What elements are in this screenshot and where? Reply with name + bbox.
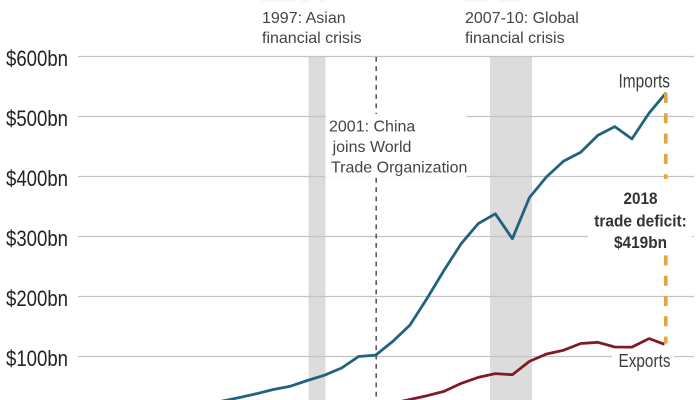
svg-text:2007-10: Global: 2007-10: Global (465, 10, 579, 27)
svg-text:$400bn: $400bn (6, 166, 68, 191)
svg-text:$600bn: $600bn (6, 46, 68, 71)
svg-text:Exports: Exports (619, 351, 671, 371)
svg-text:$419bn: $419bn (614, 233, 667, 252)
svg-text:$300bn: $300bn (6, 226, 68, 251)
svg-text:$100bn: $100bn (6, 346, 68, 371)
svg-text:$200bn: $200bn (6, 286, 68, 311)
svg-text:trade deficit:: trade deficit: (594, 211, 687, 230)
svg-text:2018: 2018 (624, 189, 658, 208)
svg-text:$500bn: $500bn (6, 106, 68, 131)
svg-text:1997: Asian: 1997: Asian (262, 10, 346, 27)
svg-text:financial crisis: financial crisis (262, 30, 362, 47)
svg-text:Imports: Imports (619, 72, 671, 93)
svg-text:joins World: joins World (332, 139, 412, 156)
svg-text:Trade Organization: Trade Organization (331, 159, 467, 176)
svg-text:2001: China: 2001: China (329, 118, 415, 135)
svg-text:financial crisis: financial crisis (465, 30, 565, 47)
